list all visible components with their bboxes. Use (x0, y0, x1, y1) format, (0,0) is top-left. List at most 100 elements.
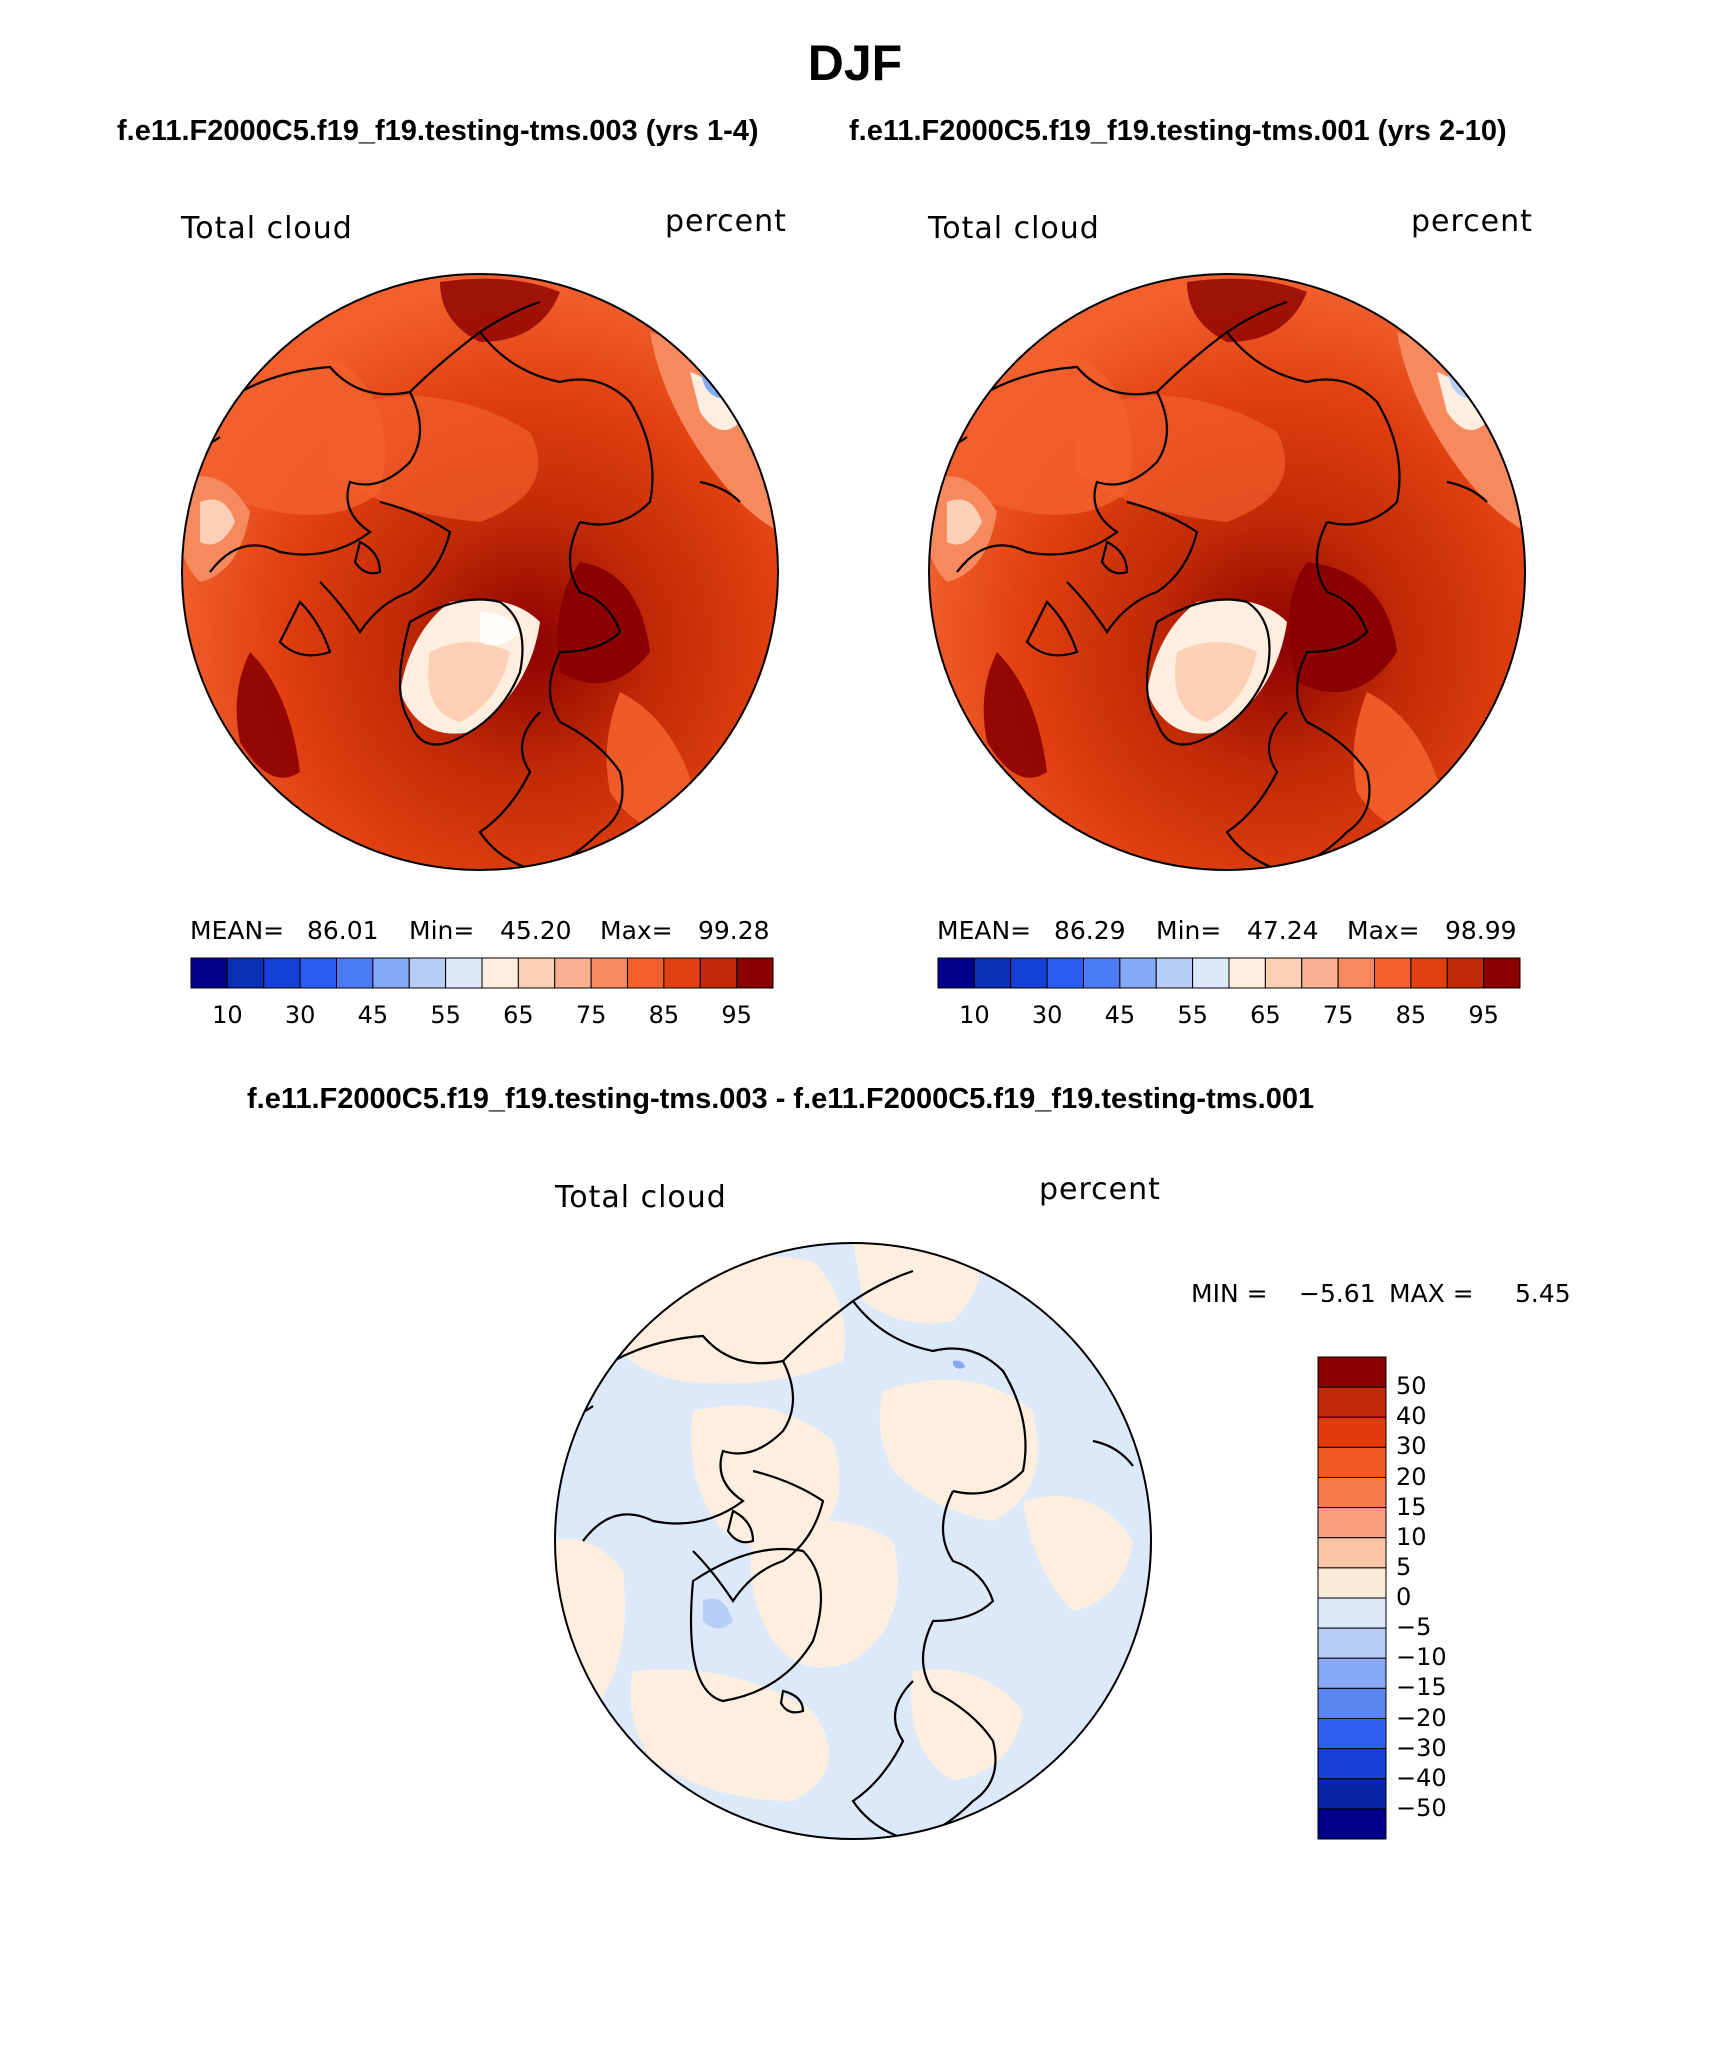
left-colorbar-tick-label: 30 (284, 1001, 316, 1029)
left-colorbar-box (336, 957, 374, 989)
left-colorbar-box (590, 957, 628, 989)
right-colorbar-box (1446, 957, 1485, 989)
diff-min-label: MIN = (1191, 1279, 1268, 1308)
left-units-label: percent (665, 204, 787, 239)
diff-colorbar-box (1317, 1537, 1387, 1569)
diff-colorbar-tick-label: 10 (1396, 1522, 1427, 1551)
diff-colorbar-box (1317, 1627, 1387, 1659)
diff-colorbar-box (1317, 1597, 1387, 1629)
left-colorbar-box (481, 957, 519, 989)
right-colorbar-box (1374, 957, 1412, 989)
left-colorbar-tick-label: 55 (430, 1001, 461, 1029)
diff-colorbar-tick-label: 50 (1396, 1372, 1427, 1401)
left-mean-label: MEAN= (190, 916, 285, 945)
left-max-value: 99.28 (698, 916, 770, 945)
diff-colorbar-box (1317, 1657, 1387, 1689)
diff-map-border (554, 1242, 1152, 1840)
diff-colorbar-box (1317, 1808, 1387, 1840)
diff-colorbar-box (1317, 1356, 1387, 1388)
right-mean-label: MEAN= (937, 916, 1032, 945)
diff-colorbar-tick-label: −5 (1396, 1613, 1432, 1642)
diff-colorbar-box (1317, 1386, 1387, 1418)
diff-colorbar-box (1317, 1446, 1387, 1478)
left-colorbar-box (190, 957, 228, 989)
diff-colorbar-box (1317, 1778, 1387, 1810)
left-map (181, 273, 779, 871)
left-colorbar (190, 957, 774, 989)
right-max-value: 98.99 (1445, 916, 1517, 945)
diff-colorbar-tick-label: −50 (1396, 1793, 1447, 1822)
right-variable-label: Total cloud (928, 211, 1100, 246)
left-colorbar-tick-label: 45 (357, 1001, 389, 1029)
left-colorbar-box (263, 957, 301, 989)
right-colorbar-box (1119, 957, 1157, 989)
right-mean-value: 86.29 (1054, 916, 1126, 945)
diff-colorbar-tick-label: −20 (1396, 1703, 1447, 1732)
difference-title: f.e11.F2000C5.f19_f19.testing-tms.003 - … (247, 1083, 1315, 1115)
left-colorbar-box (299, 957, 337, 989)
left-colorbar-box (517, 957, 556, 989)
diff-colorbar-tick-label: 30 (1396, 1432, 1427, 1461)
right-colorbar-tick-label: 10 (959, 1001, 990, 1029)
diff-colorbar-tick-label: 15 (1396, 1492, 1427, 1521)
right-colorbar-box (1083, 957, 1121, 989)
right-map-border (928, 273, 1526, 871)
left-colorbar-tick-label: 95 (721, 1001, 752, 1029)
right-min-label: Min= (1156, 916, 1222, 945)
right-colorbar-box (1192, 957, 1230, 989)
diff-colorbar-box (1317, 1718, 1387, 1750)
right-colorbar (937, 957, 1521, 989)
diff-min-value: −5.61 (1299, 1279, 1376, 1308)
diff-colorbar (1317, 1356, 1387, 1840)
left-colorbar-box (627, 957, 665, 989)
right-colorbar-tick-label: 95 (1468, 1001, 1499, 1029)
left-colorbar-box (699, 957, 738, 989)
left-map-border (181, 273, 779, 871)
diff-colorbar-tick-label: 40 (1396, 1402, 1427, 1431)
left-colorbar-box (736, 957, 774, 989)
right-colorbar-tick-label: 55 (1177, 1001, 1208, 1029)
right-max-label: Max= (1347, 916, 1420, 945)
difference-map (554, 1242, 1152, 1840)
diff-colorbar-box (1317, 1748, 1387, 1780)
diff-colorbar-tick-label: 0 (1396, 1583, 1412, 1611)
right-colorbar-box (1228, 957, 1266, 989)
diff-colorbar-tick-label: −10 (1396, 1643, 1447, 1672)
right-colorbar-box (1010, 957, 1048, 989)
right-colorbar-box (937, 957, 975, 989)
right-colorbar-box (1410, 957, 1448, 989)
case-right-title: f.e11.F2000C5.f19_f19.testing-tms.001 (y… (849, 115, 1507, 147)
diff-variable-label: Total cloud (555, 1180, 727, 1215)
diff-units-label: percent (1039, 1172, 1161, 1207)
right-colorbar-tick-label: 85 (1395, 1001, 1427, 1029)
diff-colorbar-tick-label: −30 (1396, 1733, 1447, 1762)
left-min-label: Min= (409, 916, 475, 945)
right-colorbar-tick-label: 65 (1250, 1001, 1281, 1029)
left-colorbar-box (554, 957, 592, 989)
diff-colorbar-box (1317, 1567, 1387, 1599)
diff-max-value: 5.45 (1515, 1279, 1571, 1308)
left-colorbar-tick-label: 65 (503, 1001, 534, 1029)
left-colorbar-tick-label: 85 (648, 1001, 680, 1029)
left-min-value: 45.20 (500, 916, 572, 945)
right-colorbar-box (1046, 957, 1084, 989)
left-colorbar-tick-label: 75 (575, 1001, 607, 1029)
left-mean-value: 86.01 (307, 916, 379, 945)
right-colorbar-tick-label: 75 (1322, 1001, 1354, 1029)
right-colorbar-box (1264, 957, 1303, 989)
left-variable-label: Total cloud (181, 211, 353, 246)
left-max-label: Max= (600, 916, 673, 945)
right-colorbar-box (1337, 957, 1375, 989)
left-colorbar-box (445, 957, 483, 989)
left-colorbar-box (408, 957, 447, 989)
diff-colorbar-tick-label: 5 (1396, 1552, 1412, 1581)
right-min-value: 47.24 (1247, 916, 1319, 945)
diff-colorbar-box (1317, 1507, 1387, 1539)
diff-colorbar-box (1317, 1416, 1387, 1448)
left-colorbar-box (372, 957, 410, 989)
right-colorbar-tick-label: 45 (1104, 1001, 1136, 1029)
right-colorbar-box (1483, 957, 1521, 989)
left-colorbar-box (663, 957, 701, 989)
right-map (928, 273, 1526, 871)
case-left-title: f.e11.F2000C5.f19_f19.testing-tms.003 (y… (117, 115, 759, 147)
